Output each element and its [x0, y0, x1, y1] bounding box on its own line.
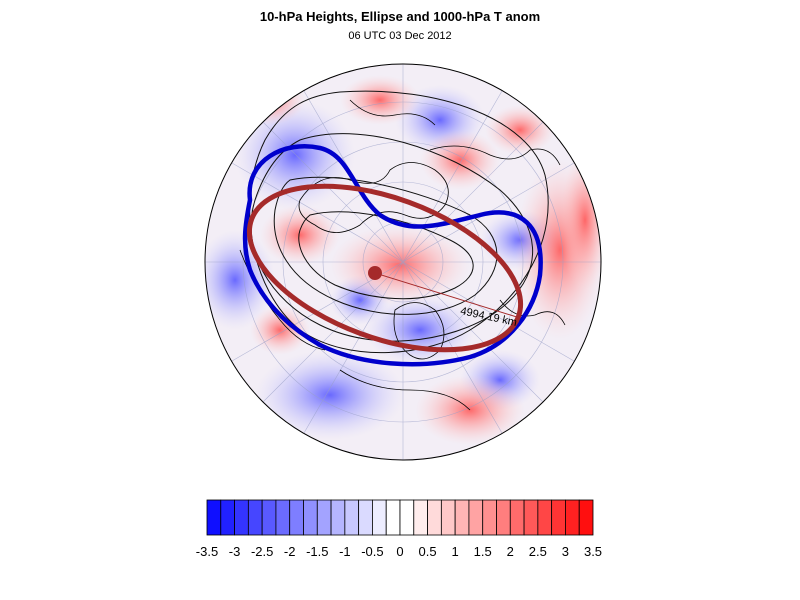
colorbar-box [385, 499, 401, 536]
colorbar-box [454, 499, 470, 536]
ellipse-axis-line [374, 272, 521, 319]
vortex-edge-contour [242, 144, 543, 367]
colorbar-box [330, 499, 346, 536]
globe-outline [204, 63, 602, 461]
colorbar-box [413, 499, 428, 536]
chart-subtitle: 06 UTC 03 Dec 2012 [348, 30, 452, 42]
colorbar-box [261, 499, 277, 536]
colorbar-tick-label: -1 [339, 544, 351, 559]
colorbar-box [523, 499, 539, 536]
colorbar-tick-label: 3 [561, 544, 570, 559]
colorbar-box [372, 499, 387, 536]
colorbar-tick-label: -3.5 [195, 544, 219, 559]
colorbar-boxes [206, 499, 594, 536]
colorbar-box [275, 499, 291, 536]
colorbar-box [440, 499, 456, 536]
colorbar-box [303, 499, 318, 536]
colorbar-tick-label: -1.5 [306, 544, 329, 559]
colorbar-box [496, 499, 511, 536]
colorbar-box [551, 499, 566, 536]
colorbar-box [482, 499, 497, 536]
fitted-ellipse [246, 183, 524, 353]
colorbar-tick-label: 1.5 [473, 544, 492, 559]
colorbar-box [234, 499, 249, 536]
colorbar-box [427, 499, 442, 536]
colorbar-box [316, 499, 332, 536]
colorbar-tick-label: -2.5 [250, 544, 274, 559]
chart-title: 10-hPa Heights, Ellipse and 1000-hPa T a… [259, 9, 541, 24]
colorbar-tick-label: 1 [451, 544, 459, 559]
colorbar-tick-label: -2 [283, 544, 296, 559]
colorbar-tick-label: 3.5 [583, 544, 603, 559]
colorbar-box [220, 499, 235, 536]
colorbar-box [289, 499, 304, 536]
colorbar-tick-label: 2.5 [528, 544, 547, 559]
graticule [205, 64, 601, 460]
colorbar-tick-label: -0.5 [361, 544, 384, 559]
colorbar-box [344, 499, 360, 536]
colorbar-box [468, 499, 484, 536]
colorbar-box [578, 499, 594, 536]
colorbar-box [247, 499, 263, 536]
colorbar-box [565, 499, 580, 536]
colorbar-box [399, 499, 415, 536]
colorbar-tick-label: 2 [506, 544, 514, 559]
colorbar-box [537, 499, 553, 536]
colorbar-tick-label: -3 [228, 544, 241, 559]
temperature-anomaly-field [205, 64, 601, 460]
colorbar-tick-label: 0.5 [418, 544, 437, 559]
colorbar-box [509, 499, 525, 536]
colorbar-box [358, 499, 373, 536]
colorbar-box [206, 499, 222, 536]
colorbar-tick-label: 0 [396, 544, 404, 559]
